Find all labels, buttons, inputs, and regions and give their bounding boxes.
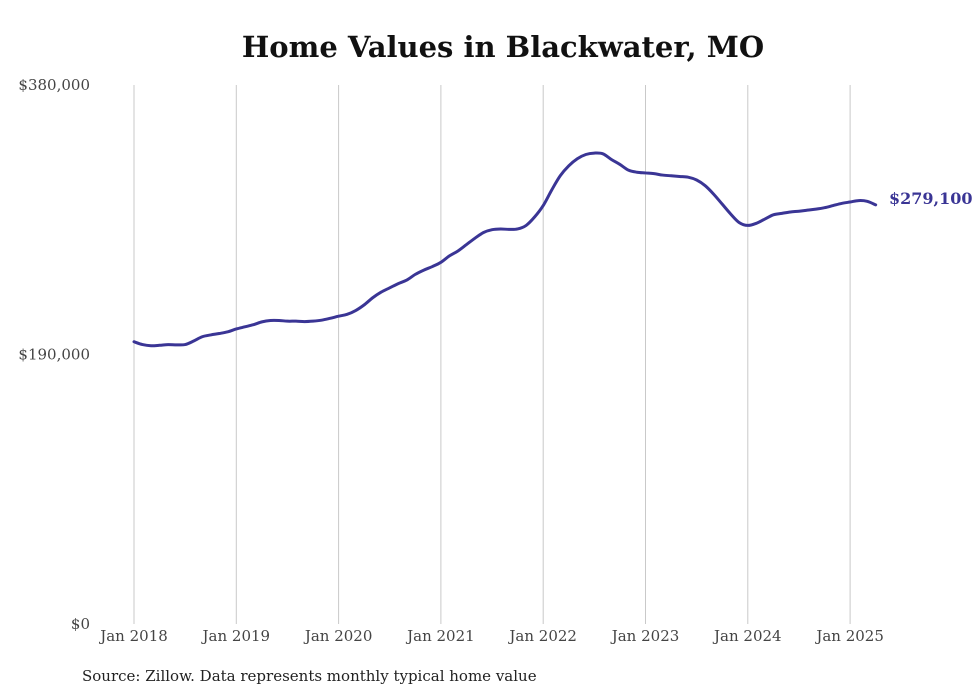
x-tick-label: Jan 2022 [507,627,577,645]
y-tick-label: $0 [71,615,90,633]
axis-labels: Jan 2018 Jan 2019 Jan 2020 Jan 2021 Jan 2022… [18,76,883,645]
x-tick-label: Jan 2021 [405,627,475,645]
x-tick-label: Jan 2023 [610,627,680,645]
y-tick-label: $190,000 [18,346,90,364]
series-line [132,151,878,348]
x-tick-label: Jan 2024 [712,627,782,645]
x-tick-label: Jan 2019 [201,627,271,645]
x-tick-label: Jan 2025 [814,627,884,645]
series-layer: $279,100 [132,151,973,348]
gridlines [133,85,851,624]
source-note: Source: Zillow. Data represents monthly … [82,667,537,685]
x-tick-label: Jan 2020 [303,627,373,645]
chart-title: Home Values in Blackwater, MO [241,30,765,64]
y-tick-label: $380,000 [18,76,90,94]
end-value-label: $279,100 [889,189,973,208]
x-tick-label: Jan 2018 [98,627,168,645]
